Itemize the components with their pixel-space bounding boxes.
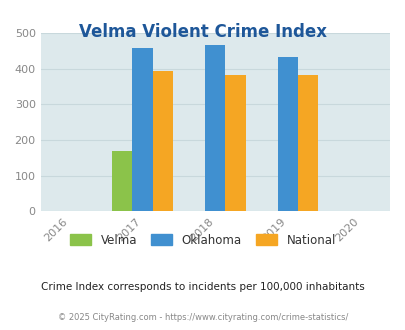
Bar (132, 48, 152, 211)
Text: © 2025 CityRating.com - https://www.cityrating.com/crime-statistics/: © 2025 CityRating.com - https://www.city… (58, 313, 347, 322)
Bar (225, 75, 245, 211)
Text: Crime Index corresponds to incidents per 100,000 inhabitants: Crime Index corresponds to incidents per… (41, 282, 364, 292)
Bar (112, 150, 132, 211)
Bar (205, 45, 225, 211)
Bar (277, 57, 297, 211)
Bar (152, 71, 173, 211)
Legend: Velma, Oklahoma, National: Velma, Oklahoma, National (65, 229, 340, 251)
Bar (297, 76, 318, 211)
Text: Velma Violent Crime Index: Velma Violent Crime Index (79, 23, 326, 41)
